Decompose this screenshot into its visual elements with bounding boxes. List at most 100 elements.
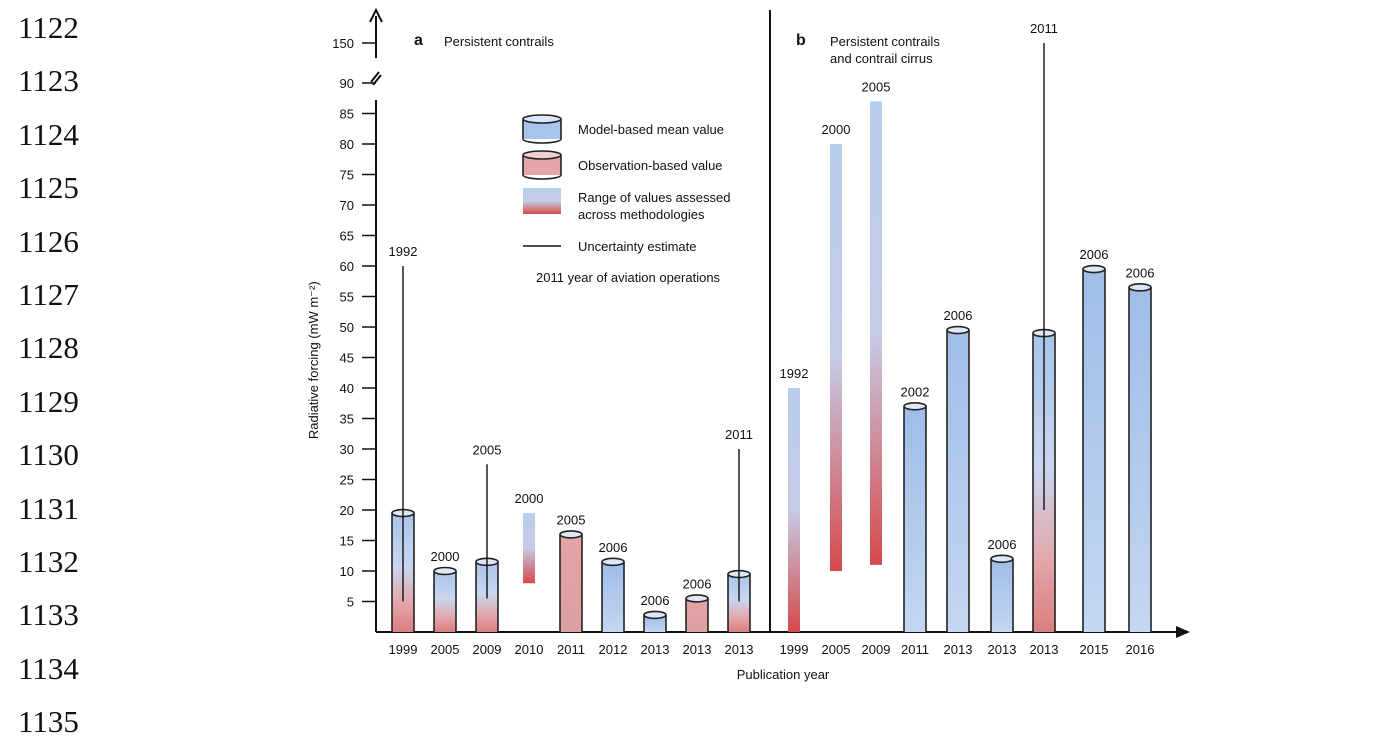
bar-a-3: 2005 2009	[473, 442, 502, 657]
bar-b-7: 2011 2013	[1030, 21, 1059, 657]
legend-label: Observation-based value	[578, 158, 723, 173]
x-tick-label: 1999	[780, 642, 809, 657]
y-tick-label: 45	[340, 351, 354, 366]
x-tick-label: 2013	[988, 642, 1017, 657]
legend-label: Uncertainty estimate	[578, 239, 697, 254]
operations-year-label: 2006	[988, 537, 1017, 552]
legend-swatch-range	[523, 188, 561, 214]
x-tick-label: 2015	[1080, 642, 1109, 657]
bar-top	[990, 554, 1014, 564]
bar-a-4: 2000 2010	[515, 491, 544, 657]
legend-swatch	[523, 155, 561, 175]
x-tick-label: 2010	[515, 642, 544, 657]
panel-title: Persistent contrails	[444, 34, 554, 49]
operations-year-label: 2006	[1126, 265, 1155, 280]
line-number: 1128	[18, 330, 79, 366]
bar-top	[1082, 264, 1106, 274]
y-tick-label: 35	[340, 412, 354, 427]
operations-year-label: 2011	[1030, 21, 1058, 36]
y-tick-label: 90	[340, 76, 354, 91]
line-number: 1123	[18, 63, 79, 99]
panel-title: and contrail cirrus	[830, 51, 933, 66]
operations-year-label: 2000	[822, 122, 851, 137]
panel-title: Persistent contrails	[830, 34, 940, 49]
line-number: 1131	[18, 490, 79, 526]
x-tick-label: 2009	[473, 642, 502, 657]
x-tick-label: 2013	[683, 642, 712, 657]
line-number: 1133	[18, 597, 79, 633]
axis-break-mark	[370, 71, 380, 83]
bar-body	[947, 330, 969, 632]
bar-body	[602, 561, 624, 632]
y-tick-label: 5	[347, 595, 354, 610]
y-tick-label: 85	[340, 107, 354, 122]
bar-body	[644, 614, 666, 632]
operations-year-label: 2006	[683, 576, 712, 591]
bar-top	[1128, 283, 1152, 292]
bar-a-5: 2005 2011	[557, 512, 586, 657]
operations-year-label: 2011	[725, 427, 753, 442]
bar-a-8: 2006 2013	[683, 576, 712, 657]
bar-b-2: 2000 2005	[822, 122, 851, 657]
legend-swatch-bottom	[522, 174, 562, 180]
legend-swatch	[523, 119, 561, 139]
bar-b-3: 2005 2009	[862, 79, 891, 657]
bar-body	[686, 598, 708, 632]
legend-label: Model-based mean value	[578, 122, 724, 137]
line-number: 1124	[18, 116, 79, 152]
range-bar	[870, 101, 882, 565]
bar-body	[904, 406, 926, 632]
legend-label: Range of values assessed	[578, 190, 730, 205]
bar-body	[1129, 287, 1151, 632]
x-tick-label: 2012	[599, 642, 628, 657]
x-tick-label: 2005	[431, 642, 460, 657]
y-tick-label: 60	[340, 259, 354, 274]
x-tick-label: 2011	[557, 642, 585, 657]
legend-swatch-top	[522, 114, 562, 124]
y-tick-label: 10	[340, 564, 354, 579]
bar-a-9: 2011 2013	[725, 427, 754, 657]
y-tick-label: 50	[340, 320, 354, 335]
y-tick-label: 55	[340, 290, 354, 305]
bar-a-7: 2006 2013	[641, 593, 670, 657]
operations-year-label: 2006	[1080, 247, 1109, 262]
y-tick-label: 80	[340, 137, 354, 152]
range-bar	[788, 388, 800, 632]
x-axis-label: Publication year	[737, 667, 830, 682]
y-tick-label: 15	[340, 534, 354, 549]
operations-year-label: 2006	[641, 593, 670, 608]
operations-year-label: 2006	[944, 308, 973, 323]
operations-year-label: 2005	[473, 442, 502, 457]
bar-b-9: 2006 2016	[1126, 265, 1155, 657]
bars: 1992 1999 2000 2005 2005 2009 2000 2010 2005 2011…	[389, 21, 1155, 657]
bar-top	[559, 530, 583, 539]
x-tick-label: 2005	[822, 642, 851, 657]
y-tick-label: 65	[340, 229, 354, 244]
axes: 150 5 10 15 20 25 30 35 40 45 50 55 60 65 70 75 80 85 90 Ra…	[306, 7, 1190, 682]
y-tick-label: 70	[340, 198, 354, 213]
operations-year-label: 2006	[599, 540, 628, 555]
panel-letter: b	[796, 32, 806, 49]
bar-top	[946, 325, 970, 335]
y-axis-arrow	[369, 7, 383, 23]
x-tick-label: 1999	[389, 642, 418, 657]
operations-year-label: 2005	[557, 512, 586, 527]
x-axis-arrow	[1176, 626, 1190, 638]
bar-body	[1083, 269, 1105, 632]
bar-top	[685, 594, 709, 603]
line-number: 1129	[18, 383, 79, 419]
line-number: 1126	[18, 223, 79, 259]
bar-top	[433, 566, 457, 576]
bar-b-5: 2006 2013	[944, 308, 973, 657]
y-tick-label: 40	[340, 381, 354, 396]
legend-swatch-top	[522, 150, 562, 160]
line-number: 1125	[18, 170, 79, 206]
line-number: 1130	[18, 437, 79, 473]
y-tick-label: 75	[340, 168, 354, 183]
line-number: 1132	[18, 544, 79, 579]
y-tick-label: 25	[340, 473, 354, 488]
legend-swatch-bottom	[522, 138, 562, 144]
panel-letter: a	[414, 32, 423, 49]
x-tick-label: 2013	[641, 642, 670, 657]
y-tick-label: 20	[340, 503, 354, 518]
